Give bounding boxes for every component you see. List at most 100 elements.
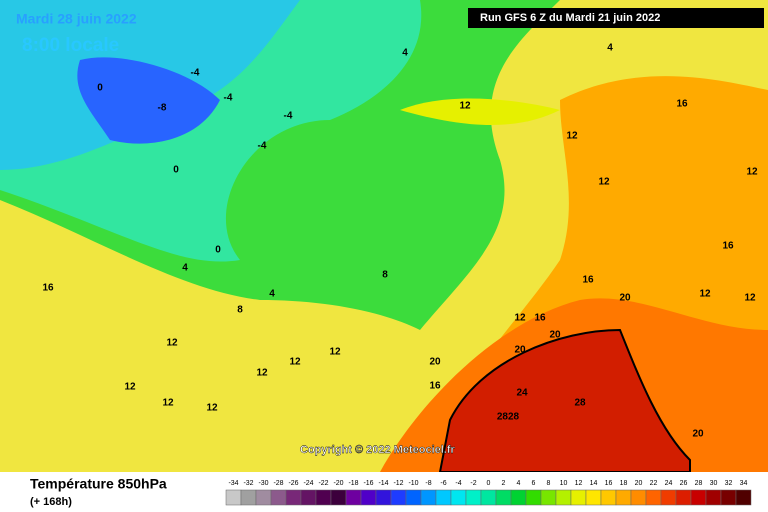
scale-swatch xyxy=(660,489,677,506)
contour-label: 12 xyxy=(124,382,136,393)
scale-label: 18 xyxy=(620,480,628,487)
scale-swatch xyxy=(510,489,527,506)
contour-label: 12 xyxy=(256,368,268,379)
copyright: Copyright © 2022 Meteociel.fr xyxy=(300,444,456,456)
scale-swatch xyxy=(225,489,242,506)
contour-label: 12 xyxy=(206,403,218,414)
scale-swatch xyxy=(585,489,602,506)
scale-swatch xyxy=(675,489,692,506)
contour-label: 12 xyxy=(459,101,471,112)
scale-swatch xyxy=(420,489,437,506)
contour-label: 20 xyxy=(619,293,631,304)
contour-label: 20 xyxy=(429,357,441,368)
contour-label: 4 xyxy=(269,289,275,300)
legend-title: Température 850hPa xyxy=(30,476,167,492)
contour-label: -4 xyxy=(258,141,267,152)
scale-label: 20 xyxy=(635,480,643,487)
scale-label: -8 xyxy=(425,480,431,487)
scale-label: 6 xyxy=(532,480,536,487)
contour-label: 12 xyxy=(744,293,756,304)
scale-label: -14 xyxy=(378,480,388,487)
scale-swatch xyxy=(300,489,317,506)
scale-label: 26 xyxy=(680,480,688,487)
contour-label: 12 xyxy=(289,357,301,368)
contour-label: 28 xyxy=(574,398,586,409)
contour-label: 16 xyxy=(42,283,54,294)
scale-label: -12 xyxy=(393,480,403,487)
scale-label: 24 xyxy=(665,480,673,487)
scale-swatch xyxy=(375,489,392,506)
scale-swatch xyxy=(240,489,257,506)
scale-label: 16 xyxy=(605,480,613,487)
contour-label: 12 xyxy=(162,398,174,409)
contour-label: 0 xyxy=(97,83,103,94)
contour-label: 12 xyxy=(566,131,578,142)
contour-label: 12 xyxy=(514,313,526,324)
scale-label: -30 xyxy=(258,480,268,487)
scale-label: -26 xyxy=(288,480,298,487)
contour-label: 16 xyxy=(582,275,594,286)
scale-swatch xyxy=(255,489,272,506)
run-info: Run GFS 6 Z du Mardi 21 juin 2022 xyxy=(480,12,660,24)
contour-label: 16 xyxy=(722,241,734,252)
scale-label: 4 xyxy=(517,480,521,487)
contour-label: 4 xyxy=(402,48,408,59)
scale-label: 14 xyxy=(590,480,598,487)
scale-swatch xyxy=(270,489,287,506)
contour-label: 12 xyxy=(699,289,711,300)
scale-swatch xyxy=(330,489,347,506)
contour-label: -4 xyxy=(191,68,200,79)
contour-label: -8 xyxy=(158,103,167,114)
contour-label: 0 xyxy=(215,245,221,256)
scale-label: 28 xyxy=(695,480,703,487)
contour-label: 20 xyxy=(514,345,526,356)
scale-label: 30 xyxy=(710,480,718,487)
scale-swatch xyxy=(615,489,632,506)
scale-label: 22 xyxy=(650,480,658,487)
scale-swatch xyxy=(570,489,587,506)
scale-label: -34 xyxy=(228,480,238,487)
scale-swatch xyxy=(315,489,332,506)
scale-label: -6 xyxy=(440,480,446,487)
scale-label: 10 xyxy=(560,480,568,487)
contour-label: 12 xyxy=(329,347,341,358)
scale-label: -16 xyxy=(363,480,373,487)
scale-label: -22 xyxy=(318,480,328,487)
scale-swatch xyxy=(435,489,452,506)
contour-label: 8 xyxy=(237,305,243,316)
scale-swatch xyxy=(405,489,422,506)
contour-label: -4 xyxy=(224,93,233,104)
scale-swatch xyxy=(555,489,572,506)
date: Mardi 28 juin 2022 xyxy=(16,11,137,27)
scale-label: 8 xyxy=(547,480,551,487)
contour-label: 12 xyxy=(598,177,610,188)
scale-swatch xyxy=(645,489,662,506)
scale-swatch xyxy=(600,489,617,506)
scale-swatch xyxy=(495,489,512,506)
contour-label: 16 xyxy=(676,99,688,110)
scale-swatch xyxy=(360,489,377,506)
scale-label: -18 xyxy=(348,480,358,487)
scale-swatch xyxy=(480,489,497,506)
contour-label: 16 xyxy=(534,313,546,324)
time: 8:00 locale xyxy=(22,35,119,56)
contour-label: 4 xyxy=(607,43,613,54)
scale-label: 32 xyxy=(725,480,733,487)
scale-swatch xyxy=(285,489,302,506)
scale-swatch xyxy=(345,489,362,506)
scale-swatch xyxy=(390,489,407,506)
scale-swatch xyxy=(690,489,707,506)
contour-label: 12 xyxy=(746,167,758,178)
scale-label: -32 xyxy=(243,480,253,487)
contour-label: 20 xyxy=(692,429,704,440)
scale-swatch xyxy=(465,489,482,506)
color-scale: -34 -32 -30 -28 -26 -24 -22 -20 -18 -16 -14 -12 -10-… xyxy=(225,480,752,506)
scale-swatch xyxy=(630,489,647,506)
contour-label: 16 xyxy=(429,381,441,392)
legend-subtitle: (+ 168h) xyxy=(30,496,72,508)
scale-label: -24 xyxy=(303,480,313,487)
scale-swatch xyxy=(735,489,752,506)
scale-label: 12 xyxy=(575,480,583,487)
contour-label: 8 xyxy=(382,270,388,281)
